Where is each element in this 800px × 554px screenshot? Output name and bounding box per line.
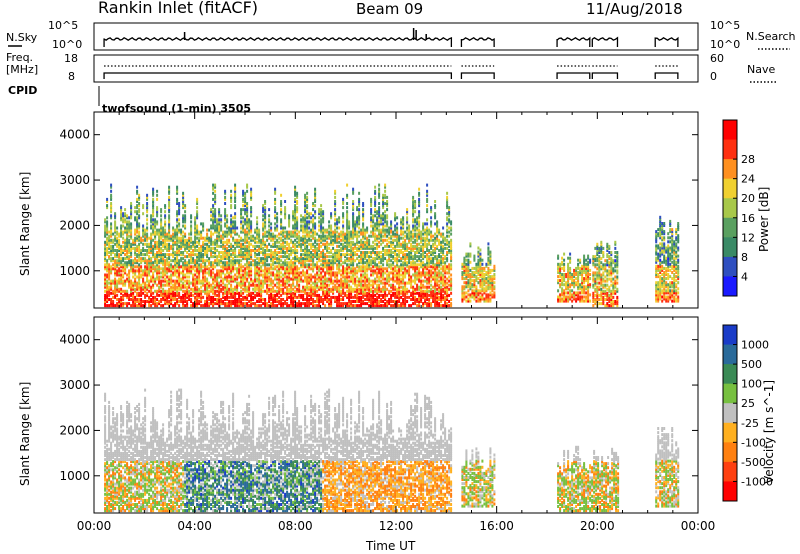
power-cbar-cell-6	[723, 237, 737, 258]
date-title: 11/Aug/2018	[586, 0, 683, 18]
power-cbar-label: Power [dB]	[757, 186, 771, 252]
power-cbar-cell-0	[723, 120, 737, 141]
nsky-label: N.Sky	[6, 31, 38, 44]
velocity-cbar-tick-1: 500	[741, 358, 762, 371]
power-cbar-tick-4: 20	[741, 192, 755, 205]
velocity-cbar-frame	[722, 324, 738, 502]
velocity-ytick-3: 4000	[59, 333, 90, 347]
nsky-trace-4	[654, 36, 679, 48]
velocity-cbar-tick-6: -500	[741, 456, 766, 469]
velocity-scatter	[104, 388, 680, 513]
freq-trace-1	[460, 72, 495, 79]
nsearch-label: N.Search	[746, 30, 796, 43]
velocity-cbar-cell-7	[723, 461, 737, 482]
xtick-label-1: 04:00	[177, 519, 212, 533]
freq-trace-0	[103, 72, 453, 79]
power-ylabel: Slant Range [km]	[18, 171, 32, 276]
nsky-tick-bottom: 10^0	[52, 38, 83, 51]
power-cbar-cell-1	[723, 139, 737, 160]
velocity-cbar-cell-8	[723, 481, 737, 502]
nsearch-tick-top: 10^5	[710, 19, 741, 32]
power-cbar-tick-3: 16	[741, 212, 755, 225]
x-axis-label: Time UT	[366, 539, 416, 553]
nsky-trace-1	[460, 37, 495, 48]
power-cbar-cell-7	[723, 256, 737, 277]
velocity-cbar-tick-7: -1000	[741, 475, 773, 488]
beam-title: Beam 09	[356, 0, 424, 18]
velocity-cbar-cell-4	[723, 403, 737, 424]
power-cbar-tick-0: 4	[741, 270, 748, 283]
freq-panel-frame	[93, 54, 699, 83]
xtick-label-3: 12:00	[379, 519, 414, 533]
station-title: Rankin Inlet (fitACF)	[98, 0, 259, 17]
power-cbar-cell-2	[723, 159, 737, 180]
velocity-cbar-tick-4: -25	[741, 417, 759, 430]
velocity-ytick-0: 1000	[59, 469, 90, 483]
velocity-cbar-cell-6	[723, 442, 737, 463]
power-ytick-1: 2000	[59, 218, 90, 232]
power-ytick-0: 1000	[59, 264, 90, 278]
nave-label: Nave	[747, 63, 776, 76]
freq-tick-bottom: 8	[68, 70, 75, 83]
power-cbar-cell-5	[723, 217, 737, 238]
velocity-cbar-tick-2: 100	[741, 378, 762, 391]
xtick-label-0: 00:00	[77, 519, 112, 533]
freq-tick-top: 18	[64, 52, 78, 65]
velocity-cbar-label: Velocity [m s^-1]	[762, 379, 776, 484]
velocity-ytick-1: 2000	[59, 423, 90, 437]
power-ytick-3: 4000	[59, 128, 90, 142]
nsky-trace-2	[556, 36, 591, 48]
velocity-cbar-cell-1	[723, 344, 737, 365]
power-scatter	[104, 183, 680, 308]
cpid-text: twofsound (1-min) 3505	[102, 102, 252, 115]
xtick-label-5: 20:00	[580, 519, 615, 533]
power-cbar-cell-8	[723, 276, 737, 297]
power-ytick-2: 3000	[59, 173, 90, 187]
power-cbar-tick-1: 8	[741, 251, 748, 264]
velocity-cbar-tick-3: 25	[741, 397, 755, 410]
velocity-cbar-cell-0	[723, 325, 737, 346]
velocity-cbar-tick-5: -100	[741, 436, 766, 449]
xtick-label-6: 00:00	[681, 519, 716, 533]
nave-tick-bottom: 0	[710, 70, 717, 83]
nsky-tick-top: 10^5	[48, 19, 79, 32]
cpid-label: CPID	[8, 84, 38, 97]
nsky-trace-0	[103, 36, 453, 48]
velocity-cbar-cell-2	[723, 364, 737, 385]
velocity-cbar-cell-5	[723, 422, 737, 443]
velocity-ytick-2: 3000	[59, 378, 90, 392]
power-cbar-tick-5: 24	[741, 173, 755, 186]
velocity-cbar-tick-0: 1000	[741, 339, 769, 352]
nsky-trace-3	[591, 36, 619, 48]
nsearch-tick-bottom: 10^0	[710, 38, 741, 51]
freq-label-1: Freq.	[6, 51, 34, 64]
power-cbar-tick-2: 12	[741, 231, 755, 244]
freq-label-2: [MHz]	[6, 63, 39, 76]
xtick-label-2: 08:00	[278, 519, 313, 533]
power-cbar-cell-3	[723, 178, 737, 199]
freq-trace-4	[654, 72, 679, 79]
velocity-cbar-cell-3	[723, 383, 737, 404]
velocity-ylabel: Slant Range [km]	[18, 381, 32, 486]
freq-trace-2	[556, 72, 591, 79]
xtick-label-4: 16:00	[479, 519, 514, 533]
power-cbar-frame	[722, 119, 738, 297]
power-cbar-cell-4	[723, 198, 737, 219]
power-cbar-tick-6: 28	[741, 153, 755, 166]
freq-trace-3	[591, 72, 619, 79]
nsky-panel-frame	[93, 22, 699, 51]
nave-tick-top: 60	[710, 52, 724, 65]
